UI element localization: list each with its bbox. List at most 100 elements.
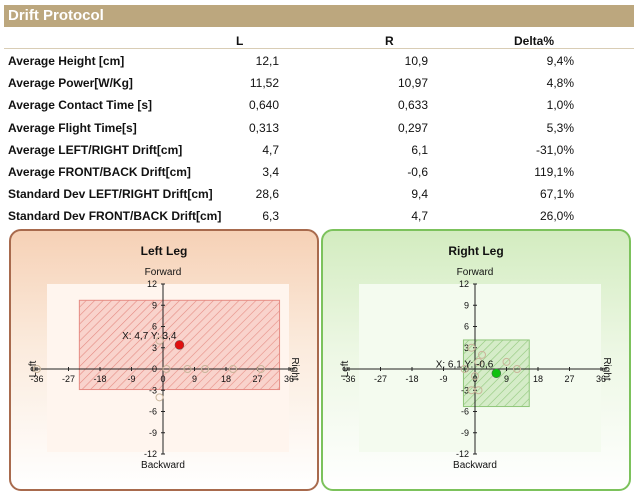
table-row: Average LEFT/RIGHT Drift[cm] 4,7 6,1 -31,0% — [8, 140, 634, 162]
y-tick-label: 3 — [152, 343, 157, 353]
value-left: 28,6 — [255, 187, 279, 202]
value-left: 0,313 — [248, 120, 279, 135]
x-tick-label: 27 — [564, 374, 574, 384]
sample-point — [155, 393, 164, 402]
y-tick-label: -9 — [461, 428, 469, 438]
value-delta: 5,3% — [546, 120, 574, 135]
row-label: Standard Dev LEFT/RIGHT Drift[cm] — [8, 187, 213, 202]
forward-label: Forward — [145, 267, 182, 278]
x-tick-label: -36 — [30, 374, 43, 384]
forward-label: Forward — [457, 267, 494, 278]
x-tick-label: 0 — [472, 374, 477, 384]
sample-point — [257, 365, 265, 373]
table-row: Average Power[W/Kg] 11,52 10,97 4,8% — [8, 73, 634, 95]
x-tick-label: -18 — [93, 374, 106, 384]
x-tick-label: 9 — [192, 374, 197, 384]
y-tick-label: 6 — [464, 322, 469, 332]
value-left: 11,52 — [249, 76, 279, 91]
right-leg-panel: Right Leg Forward Backward Left Right -36 -27… — [321, 229, 631, 491]
value-left: 0,640 — [248, 98, 279, 113]
row-label: Average Contact Time [s] — [8, 98, 153, 113]
x-tick-label: 36 — [284, 374, 294, 384]
value-right: 0,633 — [397, 98, 428, 113]
y-tick-label: 0 — [152, 364, 157, 374]
y-tick-label: -6 — [461, 407, 469, 417]
table-row: Average Contact Time [s] 0,640 0,633 1,0% — [8, 95, 634, 117]
x-tick-label: -9 — [439, 374, 447, 384]
mean-label: X: 6,1 Y: -0,6 — [436, 359, 494, 370]
mean-label: X: 4,7 Y: 3,4 — [122, 331, 177, 342]
sample-point — [478, 350, 486, 359]
y-tick-label: -12 — [144, 449, 157, 459]
value-right: 10,9 — [404, 54, 428, 68]
header-divider — [4, 48, 634, 49]
sample-point — [183, 365, 192, 373]
sample-point — [460, 365, 469, 373]
value-delta: 1,0% — [546, 98, 574, 113]
table-row: Standard Dev FRONT/BACK Drift[cm] 6,3 4,7 2… — [8, 206, 634, 228]
value-right: 4,7 — [411, 209, 428, 224]
row-label: Average Power[W/Kg] — [8, 76, 133, 91]
y-tick-label: -3 — [461, 385, 469, 395]
y-tick-label: -3 — [149, 385, 157, 395]
right-leg-title: Right Leg — [448, 244, 504, 258]
value-delta: -31,0% — [535, 142, 574, 157]
value-delta: 9,4% — [546, 54, 574, 68]
x-tick-label: -27 — [62, 374, 75, 384]
value-left: 12,1 — [255, 54, 279, 68]
value-delta: 4,8% — [546, 76, 574, 91]
value-left: 4,7 — [262, 142, 279, 157]
value-left: 6,3 — [262, 209, 279, 224]
sample-point — [467, 343, 476, 352]
value-left: 3,4 — [262, 165, 279, 179]
x-tick-label: -9 — [127, 374, 135, 384]
value-right: 9,4 — [411, 187, 428, 202]
sample-point — [33, 365, 41, 373]
value-right: 0,297 — [397, 120, 428, 135]
sample-point — [474, 357, 483, 366]
mean-point — [491, 368, 502, 378]
sample-point — [229, 365, 237, 373]
left-leg-title: Left Leg — [140, 244, 188, 258]
value-right: -0,6 — [407, 165, 428, 179]
row-label: Average LEFT/RIGHT Drift[cm] — [8, 142, 183, 157]
column-header-l: L — [236, 34, 244, 48]
y-tick-label: 9 — [152, 300, 157, 310]
sample-point — [513, 365, 521, 373]
y-tick-label: 0 — [464, 364, 469, 374]
sample-point — [162, 365, 171, 373]
x-tick-label: 27 — [252, 374, 262, 384]
value-right: 6,1 — [411, 142, 428, 157]
backward-label: Backward — [141, 460, 185, 471]
y-tick-label: 6 — [152, 322, 157, 332]
column-header-r: R — [385, 34, 394, 48]
x-tick-label: 0 — [160, 374, 165, 384]
x-tick-label: 18 — [533, 374, 543, 384]
value-delta: 67,1% — [539, 187, 574, 202]
y-tick-label: 12 — [147, 279, 157, 289]
y-tick-label: 3 — [464, 343, 469, 353]
x-tick-label: -18 — [405, 374, 418, 384]
y-tick-label: 9 — [464, 300, 469, 310]
y-tick-label: -9 — [149, 428, 157, 438]
row-label: Standard Dev FRONT/BACK Drift[cm] — [8, 209, 222, 224]
y-tick-label: 12 — [459, 279, 469, 289]
x-tick-label: -36 — [342, 374, 355, 384]
row-label: Average Flight Time[s] — [8, 120, 137, 135]
table-row: Standard Dev LEFT/RIGHT Drift[cm] 28,6 9,4… — [8, 184, 634, 206]
table-row: Average Flight Time[s] 0,313 0,297 5,3% — [8, 118, 634, 140]
value-delta: 119,1% — [534, 165, 574, 179]
mean-point — [174, 340, 185, 350]
left-leg-panel: Left Leg Forward Backward Left Right -36 -27-… — [9, 229, 319, 491]
page-title: Drift Protocol — [4, 5, 634, 27]
x-tick-label: 36 — [596, 374, 606, 384]
sample-point — [502, 357, 511, 366]
sample-point — [474, 386, 483, 395]
sample-point — [155, 336, 164, 345]
table-row: Average FRONT/BACK Drift[cm] 3,4 -0,6 119,1… — [8, 162, 634, 184]
backward-label: Backward — [453, 460, 497, 471]
row-label: Average Height [cm] — [8, 54, 125, 68]
value-right: 10,97 — [397, 76, 428, 91]
